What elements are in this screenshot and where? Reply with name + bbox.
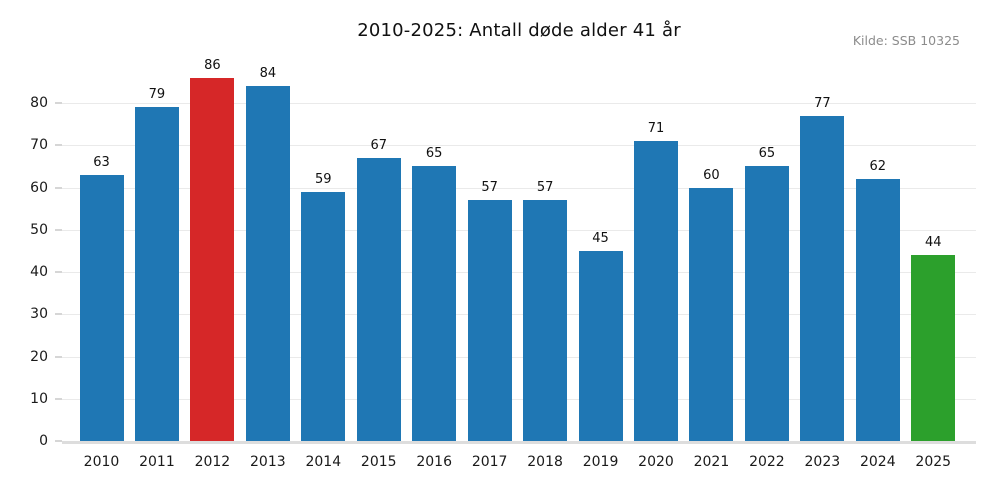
- source-note: Kilde: SSB 10325: [852, 33, 960, 48]
- y-tick-mark-10: [55, 397, 62, 400]
- x-axis-baseline: [62, 441, 976, 444]
- gridline-y-30: [62, 314, 976, 316]
- bar-value-label-2021: 60: [703, 167, 720, 183]
- bar-2019: [578, 250, 623, 441]
- y-tick-mark-0: [55, 440, 62, 442]
- x-tick-label-2012: 2012: [194, 454, 231, 470]
- bar-value-label-2022: 65: [758, 146, 776, 162]
- bar-2018: [523, 200, 568, 441]
- x-tick-label-2016: 2016: [416, 454, 452, 470]
- bar-value-label-2011: 79: [148, 87, 166, 103]
- x-tick-label-2015: 2015: [360, 454, 397, 470]
- bar-2023: [800, 115, 845, 441]
- y-tick-label-20: 20: [30, 348, 48, 365]
- y-tick-mark-60: [55, 186, 62, 189]
- x-tick-label-2019: 2019: [582, 454, 619, 470]
- bar-2010: [79, 174, 124, 441]
- bar-2012: [190, 77, 235, 441]
- bar-2024: [855, 179, 900, 441]
- gridline-y-80: [62, 103, 976, 104]
- bar-2015: [356, 157, 401, 441]
- bar-2014: [301, 191, 346, 441]
- bar-value-label-2015: 67: [370, 137, 388, 153]
- bar-value-label-2019: 45: [592, 230, 609, 246]
- y-tick-mark-30: [55, 313, 62, 316]
- bar-2025: [911, 255, 956, 441]
- y-tick-mark-80: [55, 102, 62, 104]
- bar-value-label-2023: 77: [814, 95, 831, 111]
- gridline-y-50: [62, 229, 976, 231]
- gridline-y-60: [62, 187, 976, 189]
- bar-2020: [634, 141, 678, 441]
- y-tick-mark-50: [55, 228, 62, 231]
- x-tick-label-2017: 2017: [471, 454, 508, 470]
- gridline-y-40: [62, 272, 976, 273]
- bar-value-label-2012: 86: [204, 57, 221, 73]
- y-tick-mark-70: [55, 144, 62, 147]
- bar-value-label-2010: 63: [93, 154, 110, 170]
- bar-2022: [744, 166, 789, 441]
- bar-value-label-2016: 65: [425, 146, 443, 162]
- x-tick-label-2024: 2024: [859, 454, 896, 470]
- bar-2011: [134, 107, 179, 441]
- bar-value-label-2020: 71: [647, 121, 665, 137]
- y-tick-label-60: 60: [30, 179, 48, 196]
- y-tick-mark-20: [55, 355, 62, 358]
- y-tick-label-30: 30: [30, 306, 48, 323]
- x-tick-label-2013: 2013: [250, 454, 286, 470]
- bar-value-label-2014: 59: [315, 171, 332, 187]
- y-tick-mark-40: [55, 271, 62, 273]
- bar-2021: [689, 187, 734, 441]
- gridline-y-70: [62, 145, 976, 147]
- x-tick-label-2011: 2011: [139, 454, 175, 470]
- bar-value-label-2018: 57: [536, 180, 554, 196]
- bar-2016: [412, 166, 457, 441]
- y-tick-label-50: 50: [30, 221, 48, 238]
- bar-value-label-2025: 44: [924, 235, 942, 251]
- gridline-y-10: [62, 398, 976, 400]
- y-tick-label-40: 40: [30, 264, 48, 280]
- x-tick-label-2020: 2020: [638, 454, 674, 470]
- bar-2013: [245, 86, 290, 441]
- bar-value-label-2013: 84: [259, 66, 277, 82]
- x-tick-label-2018: 2018: [527, 454, 563, 470]
- x-tick-label-2025: 2025: [915, 454, 952, 470]
- x-tick-label-2010: 2010: [83, 454, 120, 470]
- x-tick-label-2023: 2023: [804, 454, 841, 470]
- bar-value-label-2024: 62: [869, 159, 887, 175]
- chart-title: 2010-2025: Antall døde alder 41 år: [357, 20, 681, 41]
- x-tick-label-2021: 2021: [693, 454, 730, 470]
- x-tick-label-2014: 2014: [305, 454, 342, 470]
- y-tick-label-0: 0: [39, 433, 48, 449]
- y-tick-label-70: 70: [30, 137, 48, 154]
- y-tick-label-10: 10: [30, 390, 48, 407]
- bar-2017: [467, 200, 512, 441]
- bar-value-label-2017: 57: [481, 180, 498, 196]
- x-tick-label-2022: 2022: [749, 454, 785, 470]
- y-tick-label-80: 80: [30, 95, 48, 111]
- gridline-y-20: [62, 356, 976, 358]
